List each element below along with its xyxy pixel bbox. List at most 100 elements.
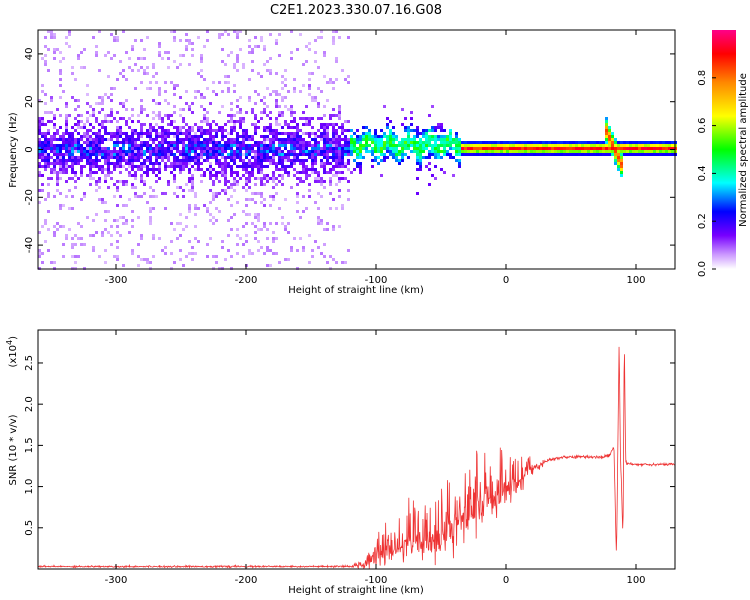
spectrogram-cell: [155, 174, 158, 177]
spectrogram-cell: [140, 153, 143, 156]
spectrogram-cell: [191, 42, 194, 45]
spectrogram-cell: [152, 234, 155, 237]
spectrogram-cell: [227, 234, 230, 237]
spectrogram-cell: [305, 153, 308, 156]
spectrogram-cell: [191, 156, 194, 159]
spectrogram-cell: [242, 243, 245, 246]
spectrogram-cell: [335, 207, 338, 210]
spectrogram-cell: [95, 165, 98, 168]
spectrogram-cell: [410, 129, 413, 132]
spectrogram-cell: [152, 111, 155, 114]
spectrogram-cell: [458, 162, 461, 165]
spectrogram-cell: [284, 84, 287, 87]
spectrogram-cell: [215, 255, 218, 258]
spectrogram-cell: [59, 126, 62, 129]
spectrogram-cell: [452, 174, 455, 177]
spectrogram-cell: [341, 69, 344, 72]
y-tick-label: 0: [24, 146, 35, 152]
spectrogram-cell: [116, 126, 119, 129]
spectrogram-cell: [146, 66, 149, 69]
spectrogram-cell: [68, 30, 71, 33]
spectrogram-cell: [302, 246, 305, 249]
spectrogram-cell: [80, 168, 83, 171]
spectrogram-cell: [95, 213, 98, 216]
spectrogram-cell: [440, 129, 443, 132]
spectrogram-cell: [131, 210, 134, 213]
spectrogram-cell: [50, 156, 53, 159]
spectrogram-cell: [299, 150, 302, 153]
spectrogram-cell: [572, 153, 575, 156]
spectrogram-cell: [140, 126, 143, 129]
spectrogram-cell: [44, 132, 47, 135]
spectrogram-cell: [260, 36, 263, 39]
spectrogram-cell: [164, 141, 167, 144]
spectrogram-cell: [254, 192, 257, 195]
spectrogram-cell: [116, 150, 119, 153]
spectrogram-cell: [368, 150, 371, 153]
spectrogram-cell: [614, 162, 617, 165]
spectrogram-cell: [191, 129, 194, 132]
spectrogram-cell: [47, 138, 50, 141]
spectrogram-cell: [140, 111, 143, 114]
spectrogram-cell: [260, 147, 263, 150]
spectrogram-cell: [209, 129, 212, 132]
spectrogram-cell: [560, 144, 563, 147]
spectrogram-cell: [308, 144, 311, 147]
spectrogram-cell: [119, 126, 122, 129]
spectrogram-cell: [167, 144, 170, 147]
spectrogram-cell: [50, 171, 53, 174]
spectrogram-cell: [653, 141, 656, 144]
spectrogram-cell: [476, 147, 479, 150]
spectrogram-cell: [407, 138, 410, 141]
spectrogram-cell: [278, 132, 281, 135]
spectrogram-cell: [377, 162, 380, 165]
spectrogram-cell: [242, 132, 245, 135]
spectrogram-cell: [107, 153, 110, 156]
spectrogram-cell: [143, 159, 146, 162]
spectrogram-cell: [260, 117, 263, 120]
spectrogram-cell: [53, 150, 56, 153]
spectrogram-cell: [569, 144, 572, 147]
spectrogram-cell: [323, 180, 326, 183]
spectrogram-cell: [608, 141, 611, 144]
spectrogram-cell: [575, 147, 578, 150]
spectrogram-cell: [389, 138, 392, 141]
spectrogram-cell: [251, 252, 254, 255]
spectrogram-cell: [323, 144, 326, 147]
spectrogram-cell: [95, 144, 98, 147]
spectrogram-cell: [428, 168, 431, 171]
spectrogram-cell: [311, 147, 314, 150]
spectrogram-cell: [236, 144, 239, 147]
spectrogram-cell: [98, 123, 101, 126]
spectrogram-cell: [56, 159, 59, 162]
spectrogram-cell: [401, 159, 404, 162]
spectrogram-cell: [620, 168, 623, 171]
spectrogram-cell: [416, 177, 419, 180]
spectrogram-cell: [206, 168, 209, 171]
spectrogram-cell: [212, 153, 215, 156]
spectrogram-cell: [500, 147, 503, 150]
spectrogram-cell: [215, 192, 218, 195]
spectrogram-cell: [368, 144, 371, 147]
spectrogram-cell: [83, 156, 86, 159]
spectrogram-cell: [218, 33, 221, 36]
spectrogram-cell: [137, 243, 140, 246]
spectrogram-cell: [137, 255, 140, 258]
spectrogram-cell: [86, 117, 89, 120]
spectrogram-cell: [140, 180, 143, 183]
spectrogram-cell: [350, 135, 353, 138]
spectrogram-cell: [311, 150, 314, 153]
spectrogram-cell: [323, 153, 326, 156]
spectrogram-cell: [428, 141, 431, 144]
spectrogram-cell: [245, 135, 248, 138]
spectrogram-cell: [251, 162, 254, 165]
spectrogram-cell: [170, 120, 173, 123]
spectrogram-cell: [281, 75, 284, 78]
spectrogram-cell: [224, 30, 227, 33]
spectrogram-cell: [335, 129, 338, 132]
spectrogram-cell: [149, 129, 152, 132]
spectrogram-cell: [392, 147, 395, 150]
spectrogram-cell: [74, 171, 77, 174]
spectrogram-cell: [332, 156, 335, 159]
spectrogram-cell: [185, 39, 188, 42]
